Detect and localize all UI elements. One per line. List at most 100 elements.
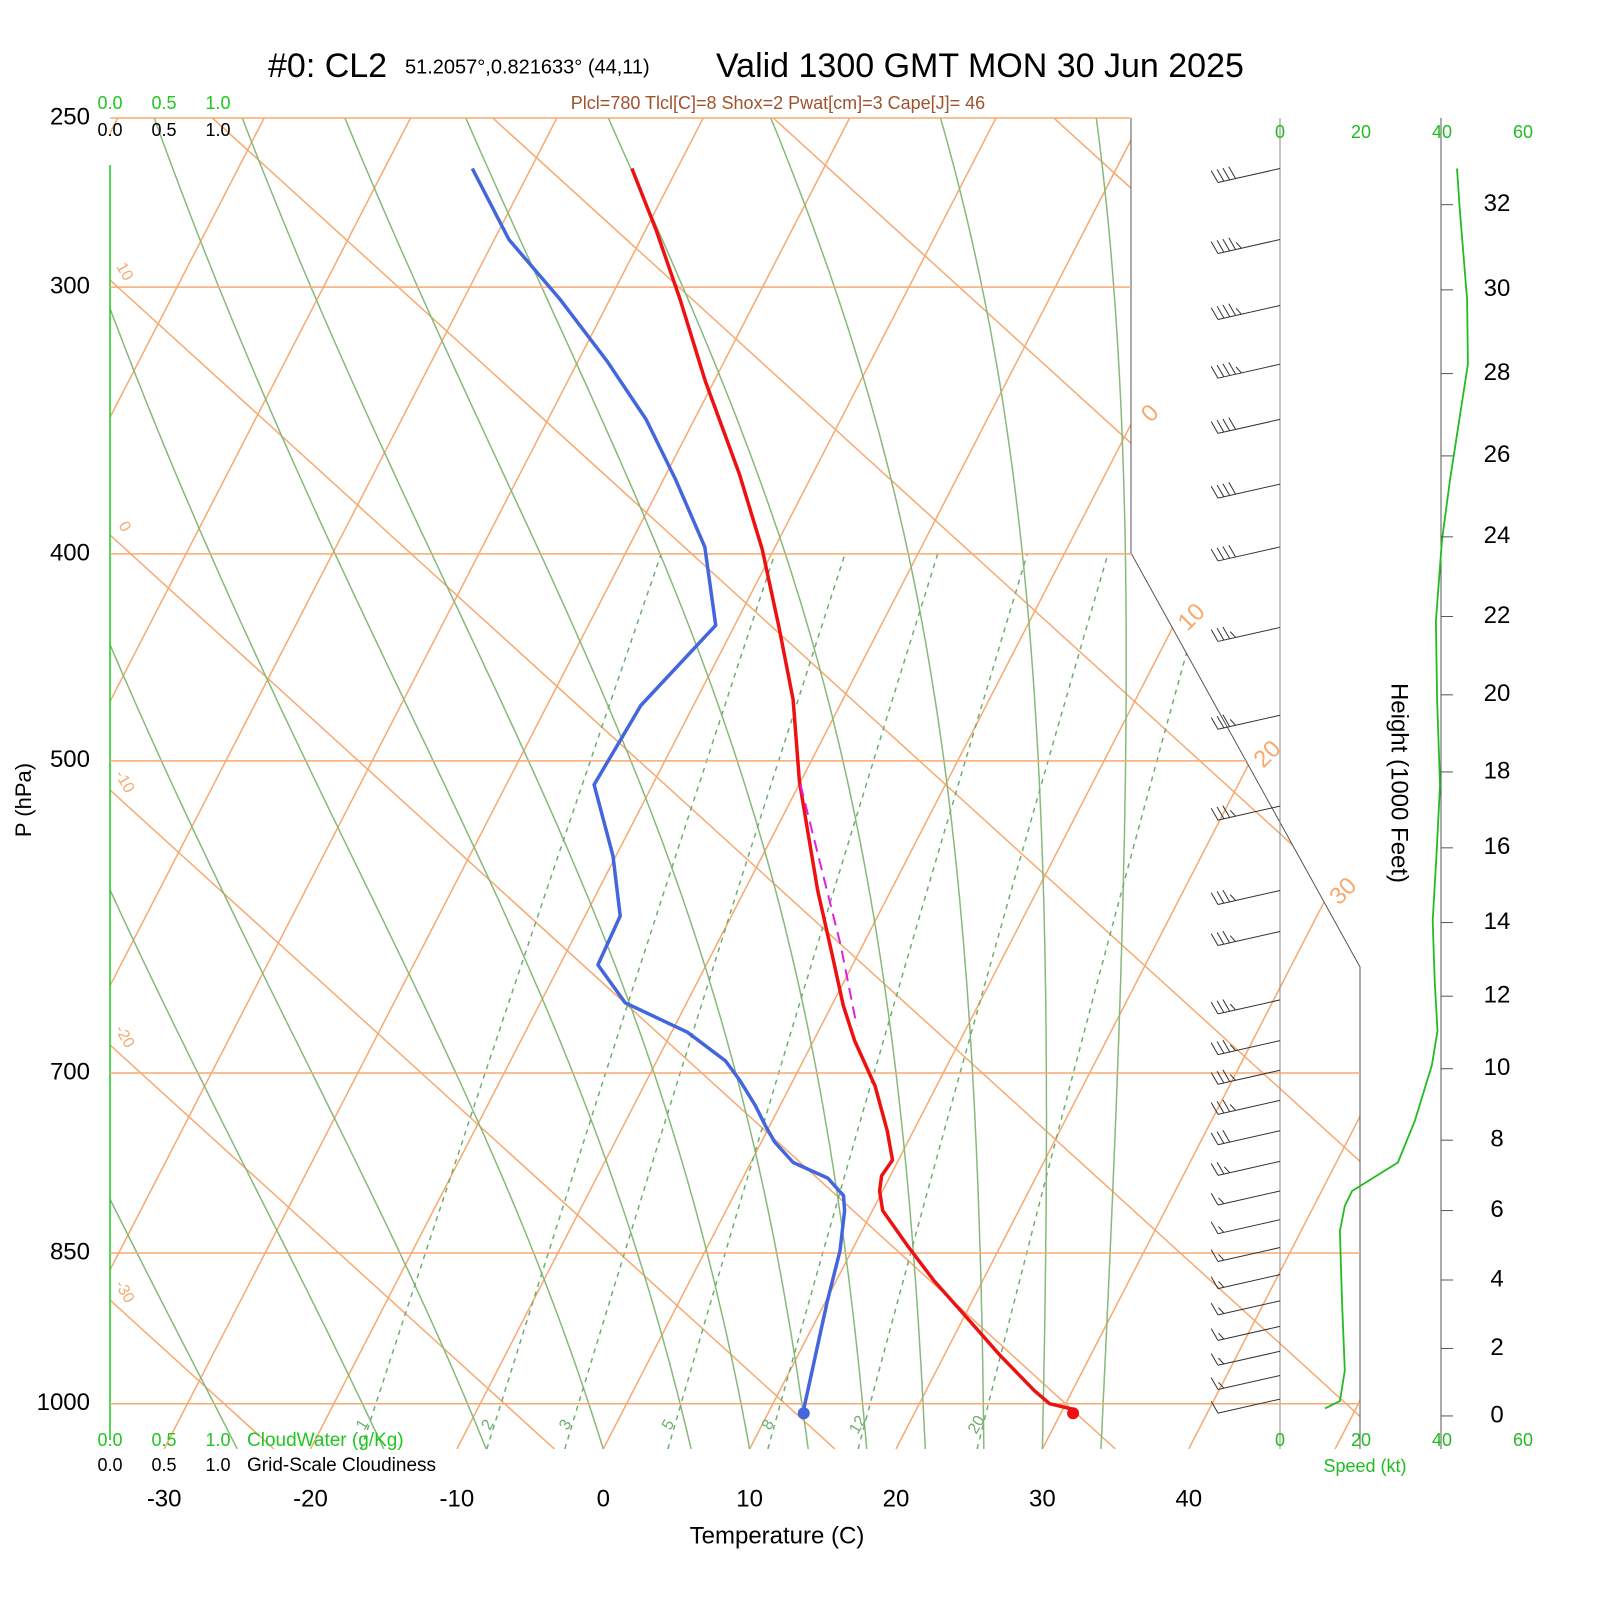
adiabat bbox=[613, 118, 1360, 1449]
mixing-ratio-line bbox=[486, 553, 776, 1449]
wind-barb-feathers bbox=[1210, 1099, 1236, 1115]
moist-adiabat bbox=[762, 118, 985, 1449]
wind-barb-staff bbox=[1217, 546, 1281, 562]
speed-tick-label: 60 bbox=[1513, 122, 1533, 142]
y-tick-label: 700 bbox=[50, 1058, 90, 1085]
height-tick-label: 8 bbox=[1490, 1126, 1503, 1153]
height-tick-label: 28 bbox=[1484, 359, 1511, 386]
x-tick-label: 0 bbox=[597, 1485, 610, 1512]
wind-barb-staff bbox=[1217, 304, 1281, 320]
wind-barb-feathers bbox=[1210, 417, 1237, 434]
wind-barb-staff bbox=[1217, 1160, 1281, 1176]
wind-barb-staff bbox=[1217, 1300, 1281, 1316]
mixing-ratio-label: 20 bbox=[965, 1413, 989, 1437]
height-tick-label: 30 bbox=[1484, 275, 1511, 302]
wind-barb-staff bbox=[1217, 890, 1281, 905]
y-tick-label: 300 bbox=[50, 272, 90, 299]
adiabat-label: -10 bbox=[111, 768, 137, 797]
wind-barb-staff bbox=[1217, 1099, 1281, 1115]
wind-barb-feathers bbox=[1210, 1353, 1225, 1366]
cloud-tick-label: 0.5 bbox=[151, 120, 176, 140]
moist-adiabat bbox=[110, 118, 487, 1449]
wind-barb-feathers bbox=[1210, 999, 1236, 1015]
adiabat bbox=[110, 118, 1360, 1449]
wind-barb-staff bbox=[1217, 418, 1281, 434]
x-tick-label: -10 bbox=[440, 1485, 475, 1512]
wind-barb-staff bbox=[1217, 239, 1281, 255]
wind-barb-feathers bbox=[1210, 1161, 1231, 1176]
wind-barb-feathers bbox=[1210, 237, 1242, 254]
wind-barb-feathers bbox=[1210, 303, 1242, 320]
indices: Plcl=780 Tlcl[C]=8 Shox=2 Pwat[cm]=3 Cap… bbox=[571, 93, 985, 113]
height-tick-label: 22 bbox=[1484, 602, 1511, 629]
cloud-tick-label: 0.0 bbox=[97, 120, 122, 140]
wind-barb-feathers bbox=[1210, 362, 1242, 379]
y-tick-label: 250 bbox=[50, 103, 90, 130]
height-tick-label: 32 bbox=[1484, 190, 1511, 217]
profile-line bbox=[799, 784, 858, 1026]
moist-adiabat bbox=[599, 118, 927, 1449]
moist-adiabat bbox=[1093, 118, 1127, 1449]
isotherm bbox=[1041, 118, 1360, 1449]
height-tick-label: 2 bbox=[1490, 1334, 1503, 1361]
mixing-ratio-label: 12 bbox=[846, 1413, 870, 1437]
x-tick-label: 30 bbox=[1029, 1485, 1056, 1512]
title: #0: CL2 bbox=[268, 47, 387, 85]
height-tick-label: 4 bbox=[1490, 1265, 1503, 1292]
moist-adiabat bbox=[457, 118, 868, 1449]
wind-barb-feathers bbox=[1210, 1302, 1225, 1316]
speed-axis-label: Speed (kt) bbox=[1323, 1456, 1406, 1476]
speed-tick-label: 40 bbox=[1432, 122, 1452, 142]
valid-time: Valid 1300 GMT MON 30 Jun 2025 bbox=[716, 47, 1244, 85]
wind-barb-staff bbox=[1217, 1130, 1281, 1146]
profile-line bbox=[630, 167, 1074, 1412]
wind-barb-feathers bbox=[1210, 889, 1236, 905]
wind-barb-staff bbox=[1217, 1219, 1281, 1235]
speed-tick-label: 60 bbox=[1513, 1430, 1533, 1450]
isotherm bbox=[895, 118, 1360, 1449]
moist-adiabat bbox=[146, 118, 692, 1449]
wind-barb-staff bbox=[1217, 626, 1281, 642]
adiabat bbox=[110, 118, 1360, 1449]
height-tick-label: 26 bbox=[1484, 441, 1511, 468]
height-tick-label: 14 bbox=[1484, 908, 1511, 935]
wind-barb-feathers bbox=[1210, 1192, 1225, 1206]
height-tick-label: 20 bbox=[1484, 680, 1511, 707]
wind-barb-feathers bbox=[1210, 544, 1237, 562]
cloud-tick-label: 0.0 bbox=[97, 1430, 122, 1450]
isotherm-label: 0 bbox=[1136, 399, 1165, 428]
wind-barb-staff bbox=[1217, 1274, 1281, 1290]
wind-barb-staff bbox=[1217, 931, 1281, 947]
wind-barb-staff bbox=[1217, 999, 1281, 1015]
wind-barb-staff bbox=[1217, 168, 1281, 184]
y-axis-label: P (hPa) bbox=[11, 763, 36, 837]
wind-barb-staff bbox=[1217, 1247, 1281, 1263]
moist-adiabat bbox=[110, 118, 605, 1449]
wind-barb-staff bbox=[1217, 1040, 1281, 1056]
height-tick-label: 0 bbox=[1490, 1401, 1503, 1428]
y-tick-label: 850 bbox=[50, 1238, 90, 1265]
height-tick-label: 16 bbox=[1484, 833, 1511, 860]
wind-barb-feathers bbox=[1210, 1221, 1225, 1234]
speed-tick-label: 20 bbox=[1351, 1430, 1371, 1450]
wind-barb-feathers bbox=[1210, 714, 1236, 730]
isotherm bbox=[748, 118, 1360, 1449]
wind-barb-staff bbox=[1217, 714, 1281, 730]
isotherm-label: 30 bbox=[1324, 872, 1362, 910]
wind-barb-staff bbox=[1217, 363, 1281, 379]
speed-tick-label: 40 bbox=[1432, 1430, 1452, 1450]
location: 51.2057°,0.821633° (44,11) bbox=[405, 56, 650, 78]
wind-barb-staff bbox=[1217, 1325, 1281, 1341]
wind-barb-feathers bbox=[1210, 930, 1236, 946]
profile-line bbox=[470, 167, 847, 1410]
cloud-tick-label: 1.0 bbox=[205, 1455, 230, 1475]
cloud-tick-label: 1.0 bbox=[205, 93, 230, 113]
wind-barb-feathers bbox=[1210, 1377, 1225, 1390]
wind-barb-staff bbox=[1217, 1398, 1281, 1414]
wind-barb-feathers bbox=[1210, 1249, 1225, 1262]
height-tick-label: 6 bbox=[1490, 1196, 1503, 1223]
speed-profile bbox=[1324, 168, 1469, 1410]
adiabat bbox=[110, 118, 1360, 1449]
mixing-ratio-line bbox=[564, 553, 846, 1449]
surface-point bbox=[1067, 1407, 1080, 1420]
